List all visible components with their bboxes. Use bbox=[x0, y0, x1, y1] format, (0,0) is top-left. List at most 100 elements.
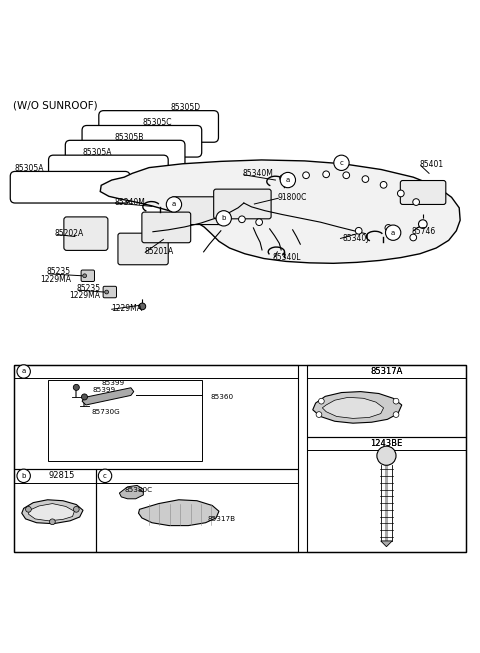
FancyBboxPatch shape bbox=[142, 212, 191, 243]
FancyBboxPatch shape bbox=[82, 125, 202, 157]
Text: 1243BE: 1243BE bbox=[371, 439, 403, 448]
Circle shape bbox=[98, 469, 112, 483]
FancyBboxPatch shape bbox=[118, 233, 168, 264]
Circle shape bbox=[280, 172, 296, 187]
Text: 85305B: 85305B bbox=[115, 133, 144, 142]
FancyBboxPatch shape bbox=[64, 217, 108, 250]
Text: 85317A: 85317A bbox=[370, 367, 403, 376]
Bar bbox=[14, 365, 466, 552]
Text: 1243BE: 1243BE bbox=[371, 439, 403, 448]
Circle shape bbox=[323, 171, 329, 178]
Polygon shape bbox=[313, 392, 402, 423]
Text: 85235: 85235 bbox=[76, 283, 100, 293]
FancyBboxPatch shape bbox=[400, 180, 446, 204]
Text: 85746: 85746 bbox=[411, 227, 435, 236]
Text: 85730G: 85730G bbox=[92, 409, 120, 415]
Text: 85305D: 85305D bbox=[170, 103, 201, 112]
Text: 85360: 85360 bbox=[210, 394, 233, 400]
Bar bbox=[96, 469, 299, 552]
Circle shape bbox=[256, 219, 263, 225]
Circle shape bbox=[216, 211, 231, 226]
Circle shape bbox=[393, 398, 399, 404]
Circle shape bbox=[380, 182, 387, 188]
Circle shape bbox=[105, 290, 108, 294]
Circle shape bbox=[73, 385, 79, 390]
Polygon shape bbox=[323, 397, 384, 419]
Text: c: c bbox=[339, 160, 343, 166]
Circle shape bbox=[83, 274, 86, 278]
Bar bbox=[48, 380, 202, 462]
Circle shape bbox=[82, 394, 87, 400]
Circle shape bbox=[316, 411, 322, 417]
Text: 85305A: 85305A bbox=[82, 148, 111, 157]
Polygon shape bbox=[22, 500, 83, 524]
FancyBboxPatch shape bbox=[65, 140, 185, 172]
Circle shape bbox=[385, 225, 392, 231]
Text: a: a bbox=[172, 202, 176, 208]
Text: 91800C: 91800C bbox=[277, 193, 307, 202]
Text: 85317A: 85317A bbox=[370, 367, 403, 376]
Text: a: a bbox=[391, 230, 396, 236]
Circle shape bbox=[139, 303, 146, 310]
Text: 85235: 85235 bbox=[47, 268, 71, 276]
Circle shape bbox=[303, 172, 310, 179]
Text: 85340J: 85340J bbox=[343, 234, 370, 243]
Circle shape bbox=[319, 398, 324, 404]
Text: 85399: 85399 bbox=[101, 380, 124, 386]
Circle shape bbox=[410, 234, 417, 241]
Text: 85340M: 85340M bbox=[243, 169, 274, 178]
Circle shape bbox=[73, 507, 79, 512]
Circle shape bbox=[280, 175, 287, 182]
Text: 85202A: 85202A bbox=[54, 229, 84, 238]
Text: 85305A: 85305A bbox=[14, 165, 44, 173]
Bar bbox=[307, 437, 466, 552]
Circle shape bbox=[355, 227, 362, 234]
Text: 85201A: 85201A bbox=[144, 247, 174, 257]
Text: a: a bbox=[286, 177, 290, 183]
Polygon shape bbox=[82, 388, 134, 405]
Circle shape bbox=[239, 216, 245, 223]
Circle shape bbox=[334, 155, 349, 170]
Circle shape bbox=[25, 507, 31, 512]
FancyBboxPatch shape bbox=[10, 172, 130, 203]
FancyBboxPatch shape bbox=[48, 155, 168, 187]
Circle shape bbox=[419, 220, 427, 229]
Polygon shape bbox=[100, 160, 460, 263]
Text: b: b bbox=[222, 215, 226, 221]
Polygon shape bbox=[120, 485, 144, 499]
Polygon shape bbox=[28, 503, 74, 521]
FancyBboxPatch shape bbox=[81, 270, 95, 281]
Text: 85305C: 85305C bbox=[143, 118, 172, 127]
Circle shape bbox=[343, 172, 349, 179]
Circle shape bbox=[362, 176, 369, 182]
Text: 1229MA: 1229MA bbox=[111, 304, 142, 313]
Text: a: a bbox=[22, 368, 26, 374]
Bar bbox=[14, 469, 96, 552]
Text: 85399: 85399 bbox=[93, 387, 116, 392]
Text: 1229MA: 1229MA bbox=[40, 275, 71, 284]
Text: (W/O SUNROOF): (W/O SUNROOF) bbox=[12, 100, 97, 110]
Text: 1229MA: 1229MA bbox=[70, 291, 101, 300]
Circle shape bbox=[377, 446, 396, 466]
FancyBboxPatch shape bbox=[99, 110, 218, 142]
Circle shape bbox=[17, 365, 30, 378]
Text: 85401: 85401 bbox=[420, 160, 444, 169]
Circle shape bbox=[49, 519, 55, 524]
Circle shape bbox=[17, 469, 30, 483]
Text: 85317B: 85317B bbox=[207, 516, 236, 522]
Text: 85340L: 85340L bbox=[273, 253, 301, 262]
Circle shape bbox=[393, 411, 399, 417]
Polygon shape bbox=[381, 541, 392, 547]
FancyBboxPatch shape bbox=[214, 189, 271, 219]
Polygon shape bbox=[139, 500, 219, 526]
FancyBboxPatch shape bbox=[171, 197, 222, 225]
FancyBboxPatch shape bbox=[103, 286, 117, 298]
Circle shape bbox=[385, 225, 401, 240]
Text: 85380C: 85380C bbox=[124, 487, 152, 493]
Circle shape bbox=[413, 199, 420, 206]
Text: 85340M: 85340M bbox=[115, 198, 145, 206]
Bar bbox=[14, 365, 299, 469]
Circle shape bbox=[397, 190, 404, 197]
Text: 92815: 92815 bbox=[48, 471, 75, 481]
Bar bbox=[307, 365, 466, 437]
